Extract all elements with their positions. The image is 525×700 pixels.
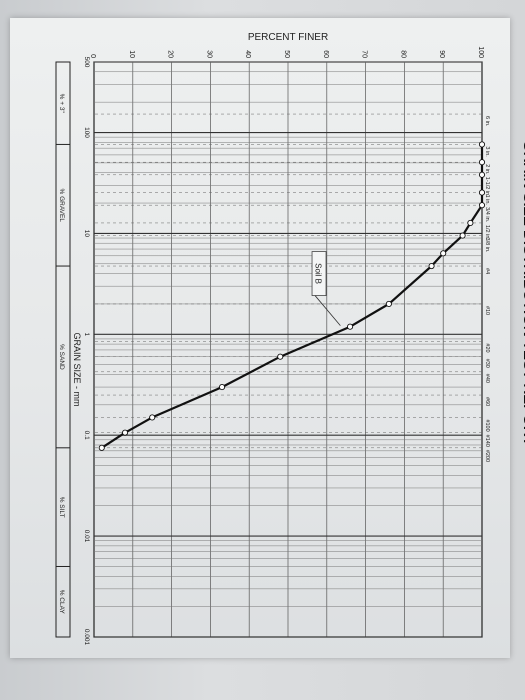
x-tick-label: 10 — [83, 230, 90, 238]
data-point — [459, 232, 466, 239]
annotation-box — [311, 251, 327, 296]
data-point — [478, 171, 486, 178]
y-tick-label: 40 — [244, 50, 251, 58]
data-point — [428, 262, 435, 270]
y-tick-label: 20 — [167, 50, 174, 58]
sieve-label: #200 — [484, 450, 490, 462]
sieve-label: 3 in. — [484, 146, 490, 157]
sieve-label: #40 — [484, 374, 490, 383]
y-tick-label: 0 — [89, 54, 96, 58]
data-point — [347, 323, 354, 330]
y-tick-label: 90 — [438, 50, 445, 58]
sieve-label: #140 — [484, 435, 490, 447]
sieve-label: 1 in. — [484, 195, 490, 206]
x-tick-label: 0.01 — [83, 530, 90, 543]
sieve-label: 1-1/2 in. — [484, 177, 490, 197]
y-tick-label: 70 — [361, 50, 368, 58]
x-axis-label: GRAIN SIZE - mm — [72, 333, 82, 407]
table-header: % CLAY — [58, 590, 65, 615]
data-point — [478, 141, 486, 148]
sieve-label: #10 — [484, 306, 490, 315]
x-tick-label: 1 — [83, 333, 90, 337]
sieve-label: 6 in. — [484, 116, 490, 127]
series-line-soil-b — [101, 144, 484, 449]
annotation-soil-b: Soil B — [314, 263, 323, 284]
sieve-label: #30 — [484, 359, 490, 368]
y-tick-label: 60 — [322, 50, 329, 58]
fraction-table — [55, 61, 71, 638]
data-point — [478, 202, 486, 209]
y-tick-label: 80 — [399, 50, 406, 58]
data-point — [478, 189, 486, 196]
data-point — [478, 159, 486, 166]
x-tick-label: 500 — [83, 57, 90, 68]
sieve-label: #60 — [484, 397, 490, 406]
data-point — [277, 353, 284, 360]
rotated-report: GRAIN SIZE DISTRIBUTION TEST REPORT 6 in.… — [55, 32, 525, 646]
data-point — [121, 429, 129, 436]
x-tick-label: 0.1 — [83, 431, 90, 440]
table-header: % GRAVEL — [58, 188, 65, 222]
data-point — [440, 250, 447, 257]
data-point — [218, 384, 226, 391]
y-tick-label: 30 — [205, 50, 212, 58]
data-point — [98, 444, 105, 451]
table-header: % + 3" — [58, 94, 65, 114]
annotation-leader — [314, 295, 341, 326]
sieve-label: 3/4 in. — [484, 207, 490, 222]
table-header: % SAND — [58, 344, 65, 370]
report-sheet — [10, 18, 510, 658]
chart-root: GRAIN SIZE DISTRIBUTION TEST REPORT 6 in.… — [55, 32, 525, 646]
x-tick-label: 100 — [83, 127, 90, 138]
y-tick-label: 100 — [477, 46, 484, 58]
data-point — [467, 219, 474, 226]
sieve-label: 3/8 in. — [484, 238, 490, 253]
sieve-label: #20 — [484, 343, 490, 352]
sieve-label: 2 in. — [484, 164, 490, 175]
x-tick-label: 0.001 — [83, 629, 90, 646]
y-tick-label: 50 — [283, 50, 290, 58]
data-point — [385, 300, 392, 307]
y-tick-label: 10 — [128, 50, 135, 58]
sieve-label: #100 — [484, 419, 490, 431]
data-point — [149, 414, 156, 421]
table-header: % SILT — [58, 497, 65, 518]
y-axis-label: PERCENT FINER — [248, 32, 328, 43]
sieve-label: #4 — [484, 268, 490, 274]
sieve-label: 1/2 in. — [484, 225, 490, 240]
report-title: GRAIN SIZE DISTRIBUTION TEST REPORT — [520, 140, 525, 446]
